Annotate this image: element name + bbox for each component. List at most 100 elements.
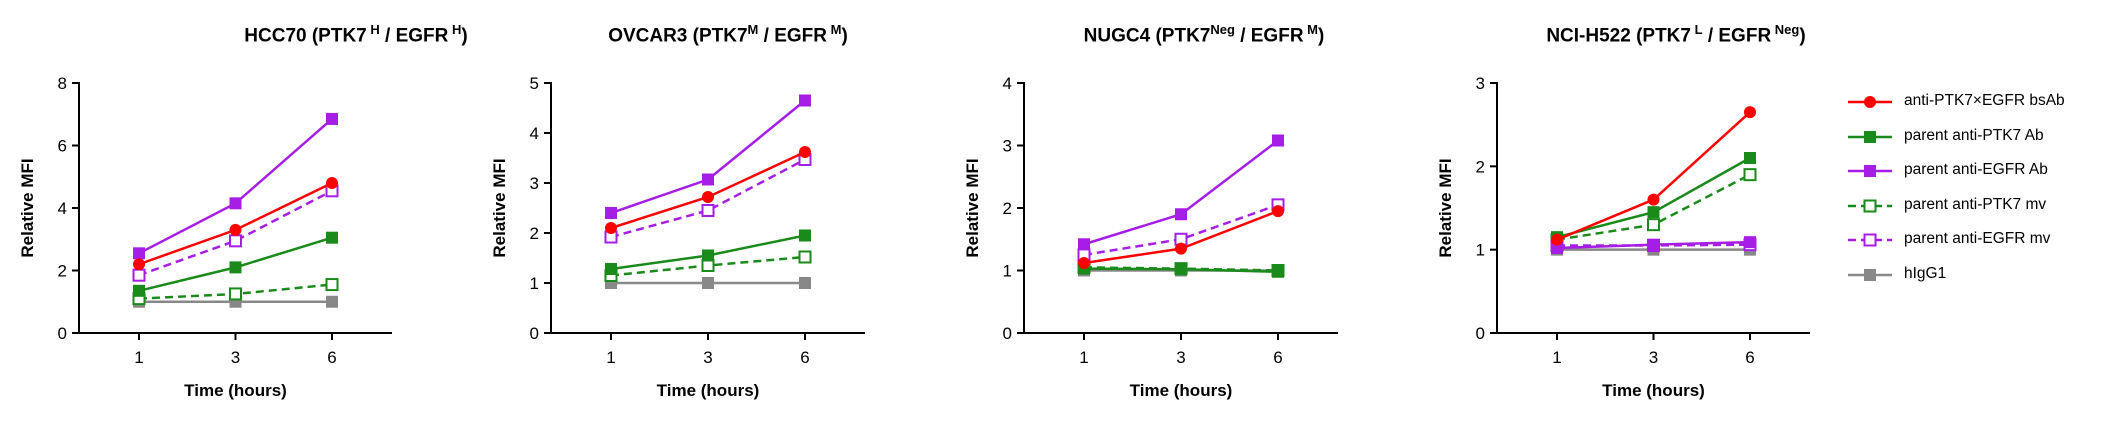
legend-swatch-marker bbox=[1864, 96, 1876, 108]
data-point bbox=[1175, 242, 1187, 255]
series-2 bbox=[605, 94, 811, 219]
chart-panel-1: 0 1 2 3 4 5 1 3 6 Time (hours) Relative MFI bbox=[490, 74, 865, 400]
data-point bbox=[1272, 134, 1284, 147]
series-4 bbox=[1077, 198, 1285, 262]
legend: anti-PTK7×EGFR bsAb parent anti-PTK7 Ab pa… bbox=[1846, 90, 2101, 297]
series-line bbox=[138, 189, 333, 277]
series-2 bbox=[133, 112, 338, 260]
x-tick-label: 6 bbox=[1745, 348, 1754, 367]
y-tick-label: 2 bbox=[530, 224, 539, 243]
data-point bbox=[326, 295, 338, 308]
legend-label: parent anti-PTK7 Ab bbox=[1904, 126, 2044, 144]
x-axis-label: Time (hours) bbox=[184, 381, 287, 400]
data-point bbox=[701, 259, 715, 272]
data-point bbox=[229, 223, 242, 236]
data-point bbox=[701, 204, 715, 217]
y-axis-label: Relative MFI bbox=[963, 158, 982, 257]
data-point bbox=[798, 250, 812, 264]
data-point bbox=[702, 249, 714, 262]
series-3 bbox=[132, 278, 339, 306]
series-0 bbox=[1551, 106, 1756, 246]
x-tick-label: 3 bbox=[231, 348, 240, 367]
x-tick-label: 3 bbox=[1176, 348, 1185, 367]
data-point bbox=[1078, 238, 1090, 251]
legend-swatch-marker bbox=[1863, 199, 1877, 212]
x-tick-label: 3 bbox=[703, 348, 712, 367]
y-tick-label: 4 bbox=[530, 124, 539, 143]
legend-item: parent anti-EGFR mv bbox=[1846, 228, 2101, 263]
series-0 bbox=[605, 146, 811, 234]
y-axis-label: Relative MFI bbox=[490, 158, 509, 257]
series-line bbox=[138, 181, 333, 266]
y-tick-label: 0 bbox=[530, 324, 539, 343]
x-tick-label: 1 bbox=[134, 348, 143, 367]
y-tick-label: 1 bbox=[1003, 262, 1012, 281]
y-tick-label: 3 bbox=[530, 174, 539, 193]
y-tick-label: 1 bbox=[530, 274, 539, 293]
chart-panel-2: 0 1 2 3 4 1 3 6 Time (hours) Relative MFI bbox=[963, 74, 1338, 400]
data-point bbox=[1551, 233, 1563, 246]
data-point bbox=[229, 287, 242, 301]
legend-label: hIgG1 bbox=[1904, 264, 1947, 282]
data-point bbox=[799, 146, 811, 158]
series-line bbox=[610, 158, 806, 239]
y-tick-label: 3 bbox=[1003, 137, 1012, 156]
y-tick-label: 2 bbox=[1476, 157, 1485, 176]
y-tick-label: 6 bbox=[58, 137, 67, 156]
y-tick-label: 2 bbox=[58, 262, 67, 281]
x-tick-label: 1 bbox=[1552, 348, 1561, 367]
x-tick-label: 6 bbox=[800, 348, 809, 367]
data-point bbox=[1647, 206, 1660, 219]
legend-label: parent anti-EGFR mv bbox=[1904, 230, 2051, 247]
chart-panel-0: 0 2 4 6 8 1 3 6 Time (hours) Relative MFI bbox=[18, 74, 392, 400]
data-point bbox=[702, 277, 714, 289]
x-axis-label: Time (hours) bbox=[1602, 381, 1705, 400]
y-tick-label: 4 bbox=[1003, 74, 1012, 93]
chart-panel-3: 0 1 2 3 1 3 6 Time (hours) Relative MFI bbox=[1436, 74, 1810, 400]
data-point bbox=[326, 231, 338, 244]
legend-swatch bbox=[1848, 130, 1892, 143]
x-tick-label: 3 bbox=[1649, 348, 1658, 367]
data-point bbox=[229, 261, 242, 274]
data-point bbox=[1175, 263, 1187, 276]
legend-item: hIgG1 bbox=[1846, 263, 2101, 298]
data-point bbox=[1744, 152, 1756, 164]
data-point bbox=[702, 173, 714, 186]
y-tick-label: 4 bbox=[58, 199, 67, 218]
y-tick-label: 0 bbox=[1476, 324, 1485, 343]
legend-swatch bbox=[1848, 268, 1892, 281]
legend-label: parent anti-EGFR Ab bbox=[1904, 161, 2048, 178]
data-point bbox=[1744, 236, 1756, 249]
x-tick-label: 6 bbox=[327, 348, 336, 367]
data-point bbox=[605, 207, 617, 219]
y-tick-label: 3 bbox=[1476, 74, 1485, 93]
data-point bbox=[325, 278, 339, 292]
series-1 bbox=[133, 231, 338, 297]
y-tick-label: 0 bbox=[1003, 324, 1012, 343]
data-point bbox=[799, 94, 811, 107]
data-point bbox=[133, 284, 145, 297]
panel-title-nugc4: NUGC4 (PTK7Neg / EGFR M) bbox=[1083, 22, 1325, 47]
data-point bbox=[229, 197, 242, 210]
legend-label: anti-PTK7×EGFR bsAb bbox=[1904, 92, 2065, 109]
charts-canvas: 0 2 4 6 8 1 3 6 Time (hours) Relative MFI 0 1 2 3 4 5 1 3… bbox=[18, 74, 1810, 400]
y-axis-label: Relative MFI bbox=[1436, 158, 1455, 257]
data-point bbox=[1744, 106, 1756, 119]
series-0 bbox=[133, 177, 338, 271]
y-axis-label: Relative MFI bbox=[18, 158, 37, 257]
legend-swatch bbox=[1848, 165, 1892, 177]
data-point bbox=[326, 112, 338, 125]
x-tick-label: 6 bbox=[1273, 348, 1282, 367]
data-point bbox=[605, 263, 617, 275]
data-point bbox=[1743, 168, 1757, 182]
data-point bbox=[1647, 193, 1660, 206]
legend-swatch bbox=[1848, 96, 1892, 108]
data-point bbox=[229, 234, 242, 248]
data-point bbox=[132, 268, 146, 282]
y-tick-label: 0 bbox=[58, 324, 67, 343]
y-tick-label: 5 bbox=[530, 74, 539, 93]
legend-swatch bbox=[1848, 199, 1892, 212]
x-tick-label: 1 bbox=[606, 348, 615, 367]
legend-swatch-marker bbox=[1864, 130, 1876, 143]
